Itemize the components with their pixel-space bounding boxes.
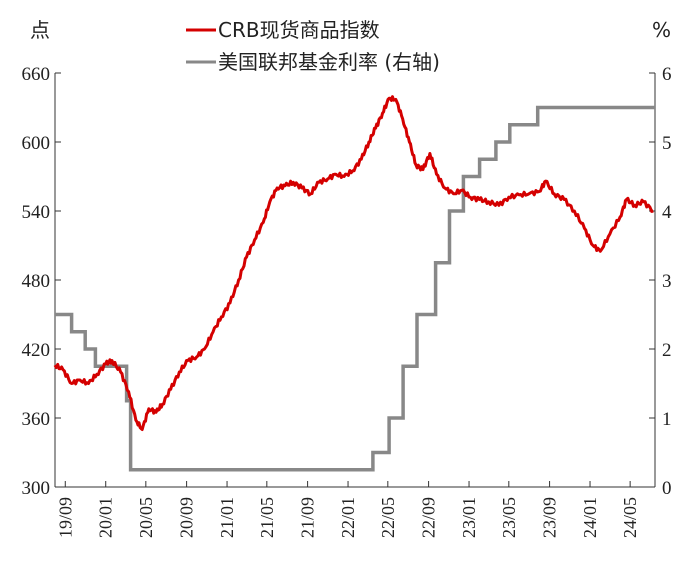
x-tick-label: 22/01 bbox=[338, 497, 358, 538]
x-tick-label: 20/05 bbox=[136, 497, 156, 538]
series-line-crb-index bbox=[53, 95, 654, 431]
left-axis-unit: 点 bbox=[30, 18, 50, 42]
x-tick-label: 23/09 bbox=[540, 497, 560, 538]
right-tick-label: 6 bbox=[662, 64, 672, 85]
right-tick-label: 1 bbox=[662, 409, 672, 430]
x-tick-label: 21/05 bbox=[257, 497, 277, 538]
left-tick-label: 300 bbox=[22, 478, 51, 499]
left-tick-label: 420 bbox=[22, 340, 51, 361]
x-tick-label: 22/05 bbox=[378, 497, 398, 538]
right-axis-unit: % bbox=[652, 18, 671, 42]
x-tick-label: 24/01 bbox=[580, 497, 600, 538]
right-tick-label: 2 bbox=[662, 340, 672, 361]
left-axis-ticks: 300 360 420 480 540 600 660 bbox=[22, 64, 61, 499]
right-tick-label: 5 bbox=[662, 133, 672, 154]
series-line-fed-funds-rate bbox=[55, 105, 655, 472]
left-tick-label: 660 bbox=[22, 64, 51, 85]
left-tick-label: 360 bbox=[22, 409, 51, 430]
x-tick-label: 23/01 bbox=[459, 497, 479, 538]
legend: CRB现货商品指数 美国联邦基金利率 (右轴) bbox=[186, 18, 440, 74]
left-tick-label: 540 bbox=[22, 202, 51, 223]
series-layer bbox=[53, 95, 655, 472]
x-tick-label: 21/01 bbox=[217, 497, 237, 538]
right-tick-label: 0 bbox=[662, 478, 672, 499]
left-tick-label: 480 bbox=[22, 271, 51, 292]
x-tick-label: 24/05 bbox=[620, 497, 640, 538]
right-tick-label: 4 bbox=[662, 202, 672, 223]
x-tick-label: 20/01 bbox=[96, 497, 116, 538]
x-tick-label: 20/09 bbox=[177, 497, 197, 538]
legend-label-crb: CRB现货商品指数 bbox=[218, 18, 380, 42]
x-axis-ticks: 19/09 20/01 20/05 20/09 21/01 21/05 21/09 22/01… bbox=[55, 481, 640, 538]
x-tick-label: 21/09 bbox=[298, 497, 318, 538]
right-axis-ticks: 0 1 2 3 4 5 6 bbox=[649, 64, 672, 499]
left-tick-label: 600 bbox=[22, 133, 51, 154]
axes bbox=[54, 73, 656, 488]
x-tick-label: 23/05 bbox=[499, 497, 519, 538]
legend-label-fed-rate: 美国联邦基金利率 (右轴) bbox=[218, 50, 440, 74]
x-tick-label: 22/09 bbox=[419, 497, 439, 538]
right-tick-label: 3 bbox=[662, 271, 672, 292]
x-tick-label: 19/09 bbox=[55, 497, 75, 538]
